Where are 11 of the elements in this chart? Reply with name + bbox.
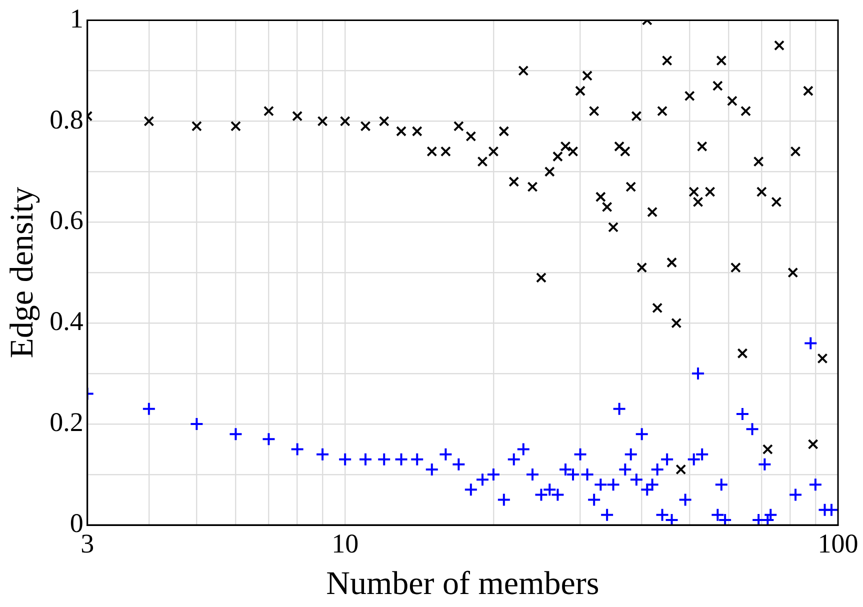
y-tick-label: 0.2 bbox=[50, 407, 84, 438]
y-tick-label: 0.6 bbox=[50, 205, 84, 236]
x-tick-label: 100 bbox=[818, 528, 858, 558]
y-axis-title: Edge density bbox=[4, 186, 40, 358]
y-tick-label: 1 bbox=[70, 3, 84, 34]
y-tick-label: 0.4 bbox=[50, 306, 84, 336]
x-axis-title: Number of members bbox=[326, 566, 600, 602]
y-tick-label: 0 bbox=[70, 508, 84, 538]
y-tick-label: 0.8 bbox=[50, 104, 84, 134]
x-tick-label: 10 bbox=[332, 528, 359, 558]
x-tick-label: 3 bbox=[80, 528, 94, 558]
